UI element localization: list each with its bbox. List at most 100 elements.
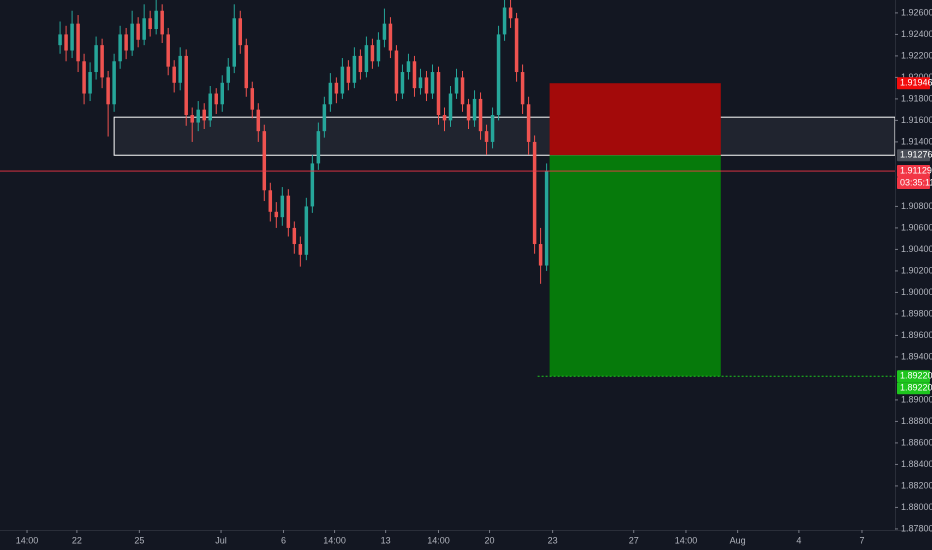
price-label: 1.91276	[897, 149, 932, 162]
candle-body	[304, 206, 309, 255]
y-tick-label: 1.88200	[901, 480, 932, 490]
candle-body	[160, 10, 164, 35]
candle-body	[250, 88, 255, 110]
candle-body	[142, 18, 146, 40]
candle-body	[58, 34, 62, 46]
plot-area	[0, 0, 896, 377]
price-label-box	[897, 77, 930, 90]
candle-body	[118, 34, 122, 62]
candle-body	[484, 131, 489, 142]
candle-body	[358, 55, 363, 73]
candle-body	[466, 104, 471, 121]
candle-body	[346, 66, 351, 83]
price-label: 1.89220	[897, 370, 932, 383]
candle-body	[334, 82, 339, 94]
candle-body	[232, 18, 237, 67]
price-label-box	[897, 370, 930, 383]
candle-body	[292, 227, 297, 245]
candle-body	[478, 98, 483, 132]
y-tick-label: 1.89800	[901, 308, 932, 318]
candle-body	[106, 77, 110, 105]
candle-body	[280, 195, 285, 218]
x-tick-label: 14:00	[675, 535, 698, 545]
y-tick-label: 1.92200	[901, 50, 932, 60]
price-label-box	[897, 165, 930, 178]
x-tick-label: 20	[485, 535, 495, 545]
y-tick-label: 1.89000	[901, 394, 932, 404]
candle-body	[328, 82, 333, 105]
candle-body	[526, 104, 531, 142]
candle-body	[496, 34, 501, 116]
price-label-text: 1.89220	[900, 383, 932, 393]
candle-body	[154, 10, 158, 30]
y-tick-label: 1.87800	[901, 523, 932, 533]
candle-body	[406, 61, 411, 73]
candle-body	[418, 77, 423, 89]
price-label-text: 1.91129	[900, 165, 932, 175]
x-tick-label: 23	[548, 535, 558, 545]
candle-body	[514, 18, 519, 73]
price-label: 1.91129 03:35:11	[897, 165, 932, 190]
candle-body	[130, 23, 134, 51]
candle-body	[190, 115, 194, 123]
y-tick-label: 1.92000	[901, 72, 932, 82]
candle-body	[196, 109, 200, 123]
candle-body	[316, 131, 321, 164]
x-tick-label: 22	[72, 535, 82, 545]
candle-body	[286, 195, 291, 228]
y-tick-label: 1.90600	[901, 222, 932, 232]
candle-body	[70, 23, 74, 51]
y-tick-label: 1.92400	[901, 29, 932, 39]
stop-area	[549, 83, 721, 156]
x-tick-label: 27	[629, 535, 639, 545]
candle-body	[298, 244, 303, 255]
candle-body	[256, 109, 261, 132]
target-area	[549, 155, 721, 377]
y-tick-label: 1.88800	[901, 416, 932, 426]
x-tick-label: 13	[381, 535, 391, 545]
candle-body	[208, 93, 212, 121]
candle-body	[472, 98, 477, 121]
y-tick-label: 1.91400	[901, 136, 932, 146]
y-tick-label: 1.88400	[901, 459, 932, 469]
x-tick-label: 4	[796, 535, 801, 545]
candle-body	[112, 61, 116, 105]
x-tick-label: Jul	[215, 535, 227, 545]
candle-body	[244, 45, 249, 89]
x-tick-label: 14:00	[323, 535, 346, 545]
candle-body	[508, 7, 513, 19]
candle-body	[340, 66, 345, 94]
candle-body	[436, 72, 441, 116]
price-label-text: 1.91946	[900, 78, 932, 88]
price-label-box	[897, 382, 930, 395]
candle-body	[202, 109, 206, 121]
y-tick-label: 1.90800	[901, 201, 932, 211]
candle-body	[454, 77, 459, 94]
candle-body	[364, 45, 369, 73]
price-label: 1.91946	[897, 77, 932, 90]
price-label-text: 1.91276	[900, 150, 932, 160]
candle-body	[82, 61, 86, 94]
x-tick-label: 7	[859, 535, 864, 545]
candle-body	[172, 66, 176, 83]
y-tick-label: 1.91600	[901, 115, 932, 125]
candle-body	[100, 45, 104, 78]
y-tick-label: 1.91800	[901, 93, 932, 103]
candle-body	[94, 45, 98, 73]
candle-body	[148, 18, 152, 30]
candle-body	[136, 23, 140, 40]
y-tick-label: 1.90400	[901, 244, 932, 254]
countdown-box	[897, 177, 930, 190]
y-tick-label: 1.88000	[901, 502, 932, 512]
candle-body	[376, 39, 381, 62]
x-tick-label: 25	[134, 535, 144, 545]
candle-body	[88, 72, 92, 94]
price-label-box	[897, 149, 930, 162]
candle-body	[394, 50, 399, 94]
candle-body	[460, 77, 465, 105]
candle-body	[268, 190, 273, 212]
candle-body	[370, 45, 375, 62]
